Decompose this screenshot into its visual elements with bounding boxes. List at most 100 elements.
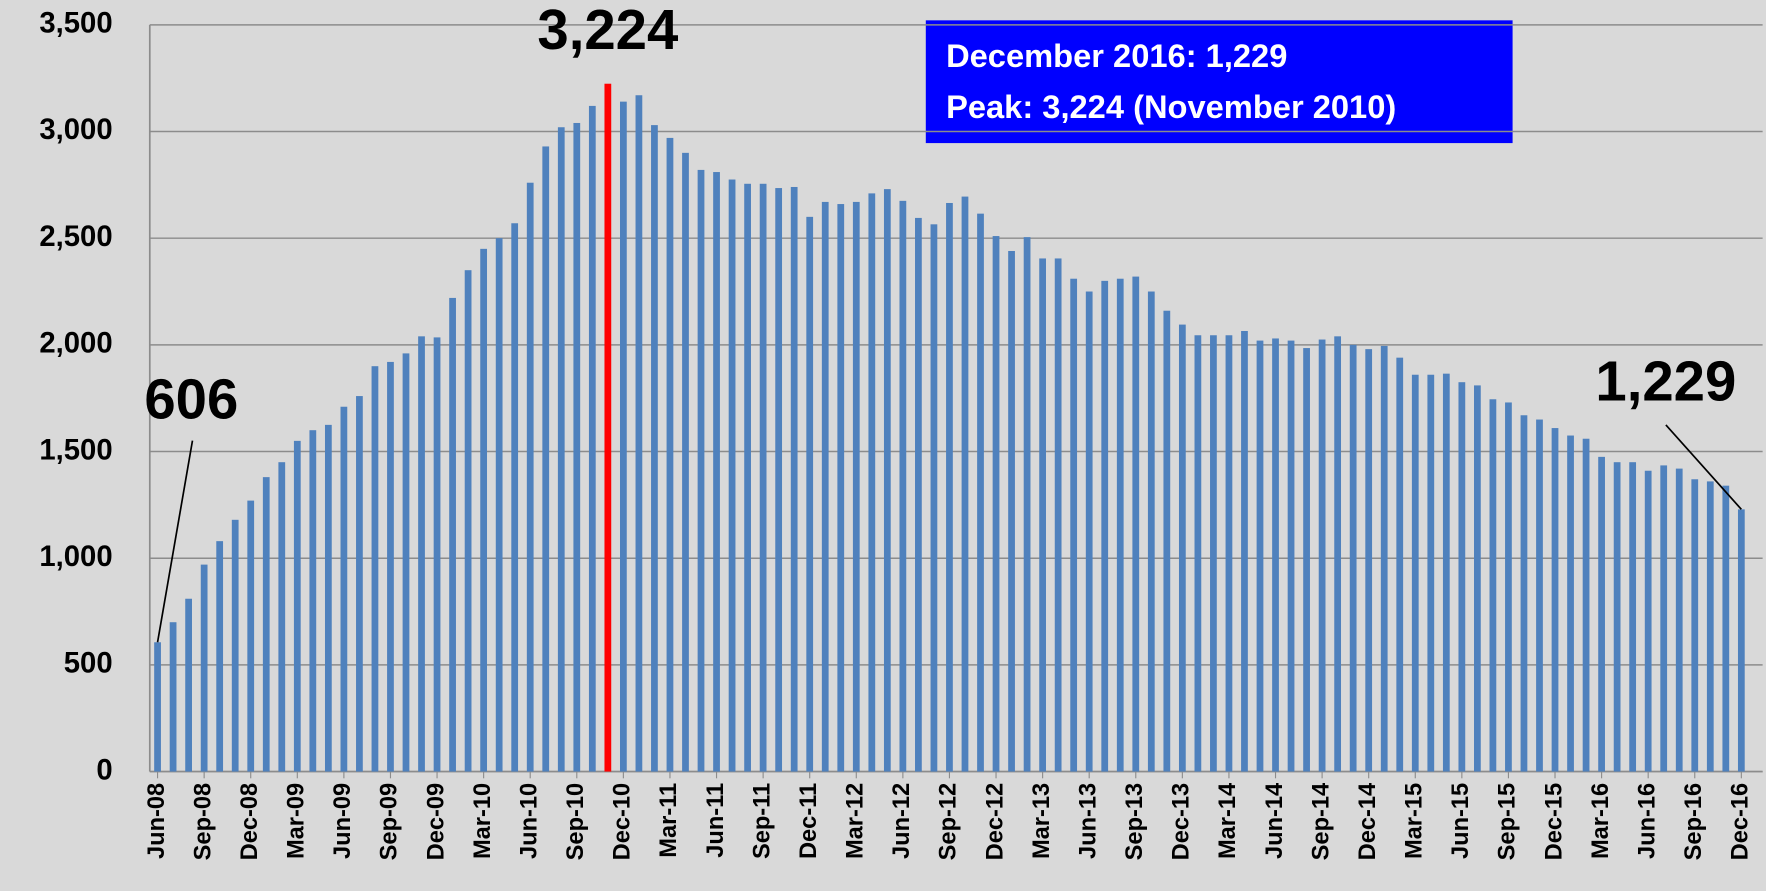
data-label: 3,224: [537, 0, 678, 61]
bar: [356, 396, 363, 772]
bar: [1225, 335, 1233, 772]
bar: [790, 186, 798, 772]
bar: [1085, 291, 1093, 772]
x-tick-label: Dec-16: [1728, 783, 1754, 861]
bar: [216, 541, 224, 772]
bar: [930, 224, 938, 772]
bar: [542, 146, 550, 772]
bar: [371, 366, 379, 772]
y-tick-label: 2,500: [39, 220, 112, 253]
bar: [1722, 485, 1730, 772]
bar: [1318, 339, 1326, 772]
bar: [713, 172, 720, 772]
x-tick-label: Mar-12: [843, 783, 869, 859]
bar: [806, 216, 814, 772]
bar: [1505, 402, 1512, 772]
bar: [899, 200, 907, 772]
bar: [464, 270, 472, 772]
x-tick-label: Sep-16: [1681, 783, 1707, 861]
bar: [1411, 374, 1419, 772]
info-box: [925, 20, 1513, 144]
leader-line: [156, 440, 194, 643]
bar: [1349, 344, 1357, 772]
x-tick-label: Sep-08: [190, 783, 216, 861]
bar: [619, 101, 627, 772]
bar: [915, 217, 922, 772]
info-text: December 2016: 1,229: [946, 37, 1287, 74]
bar: [635, 95, 643, 772]
x-tick-label: Dec-15: [1541, 783, 1567, 861]
bar: [433, 337, 441, 772]
bar: [402, 353, 410, 772]
x-tick-label: Jun-15: [1448, 783, 1474, 859]
bar: [1272, 338, 1279, 772]
bar: [449, 297, 456, 772]
x-tick-label: Dec-09: [423, 783, 449, 861]
y-tick-label: 1,500: [39, 433, 112, 466]
bar: [1660, 465, 1668, 772]
x-tick-label: Dec-10: [610, 783, 636, 861]
bar: [1256, 340, 1264, 772]
bar: [1613, 462, 1621, 772]
bar: [1365, 349, 1373, 772]
x-tick-label: Sep-11: [749, 783, 775, 859]
x-tick-label: Mar-16: [1588, 783, 1614, 859]
bar: [837, 204, 845, 772]
x-tick-label: Sep-10: [563, 783, 589, 861]
bar: [1567, 435, 1574, 772]
bar: [977, 213, 984, 772]
bar: [1023, 237, 1031, 772]
bar: [1442, 373, 1450, 772]
bar: [744, 183, 751, 772]
bar: [682, 152, 689, 772]
x-tick-label: Sep-12: [936, 783, 962, 861]
y-tick-label: 3,500: [39, 7, 112, 40]
x-tick-label: Dec-14: [1355, 782, 1381, 860]
bar: [1054, 258, 1062, 772]
bar: [387, 361, 394, 772]
y-tick-label: 3,000: [39, 113, 112, 146]
bar: [1303, 348, 1310, 772]
bar: [1396, 357, 1404, 772]
x-tick-label: Mar-10: [470, 783, 496, 859]
bar: [1629, 462, 1637, 772]
leader-line: [1665, 424, 1742, 510]
bar: [651, 125, 658, 772]
x-tick-label: Mar-14: [1215, 782, 1241, 859]
x-tick-label: Jun-12: [889, 783, 915, 859]
x-tick-label: Jun-16: [1634, 783, 1660, 859]
bar: [324, 424, 332, 772]
bar: [231, 519, 239, 772]
bar: [511, 223, 519, 772]
x-tick-label: Jun-14: [1262, 782, 1288, 859]
x-tick-label: Mar-13: [1029, 783, 1055, 859]
bar: [1132, 276, 1140, 772]
x-tick-label: Jun-13: [1075, 783, 1101, 859]
bar: [526, 182, 534, 772]
bar: [775, 188, 783, 772]
bar: [557, 127, 565, 772]
x-tick-label: Dec-13: [1169, 783, 1195, 861]
bar: [1287, 340, 1295, 772]
bar: [1101, 280, 1109, 772]
x-tick-label: Dec-12: [982, 783, 1008, 861]
bar: [697, 169, 705, 772]
bar: [728, 179, 736, 772]
x-tick-label: Jun-09: [330, 783, 356, 859]
bar: [1551, 428, 1559, 772]
bar: [1644, 470, 1652, 772]
bar: [852, 201, 860, 772]
bar: [821, 201, 829, 772]
bar: [1039, 258, 1046, 772]
bar: [1241, 330, 1248, 772]
x-tick-label: Jun-11: [703, 783, 729, 858]
bar: [573, 122, 581, 772]
bar: [278, 462, 286, 772]
x-tick-label: Mar-15: [1402, 783, 1428, 859]
y-tick-label: 2,000: [39, 327, 112, 360]
x-tick-label: Mar-09: [284, 783, 310, 859]
x-tick-label: Sep-09: [377, 783, 403, 861]
bar: [154, 642, 161, 772]
